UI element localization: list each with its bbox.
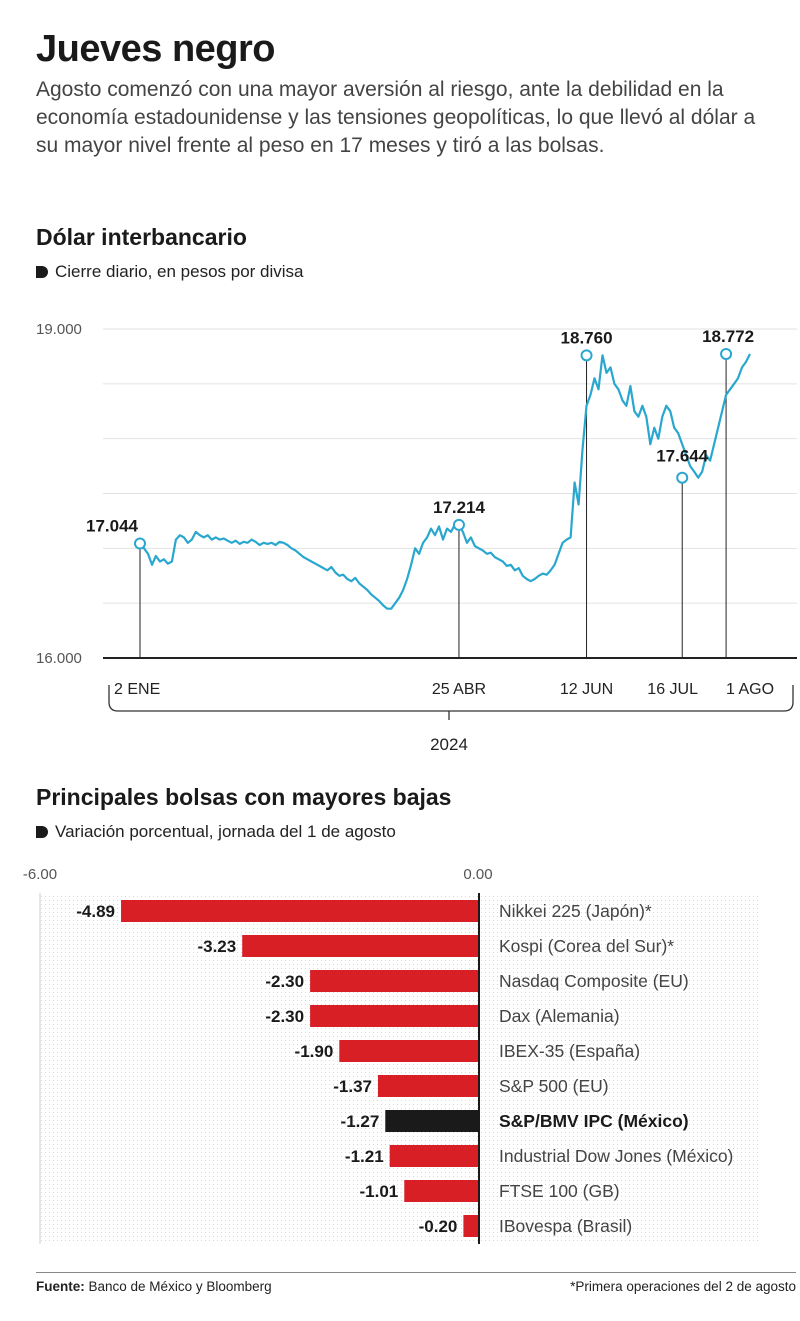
bar: [310, 1005, 478, 1027]
page-title: Jueves negro: [36, 28, 276, 70]
chart2-title: Principales bolsas con mayores bajas: [36, 784, 452, 810]
bar-category-label: IBovespa (Brasil): [499, 1216, 632, 1236]
bar: [389, 1145, 478, 1167]
bar-category-label: Industrial Dow Jones (México): [499, 1146, 733, 1166]
bar: [242, 935, 478, 957]
x-tick-label: 2 ENE: [114, 681, 160, 698]
bar: [385, 1110, 478, 1132]
footer-note: *Primera operaciones del 2 de agosto: [570, 1279, 796, 1294]
bar: [463, 1215, 478, 1237]
bar-value-label: -1.27: [341, 1112, 380, 1131]
bar-value-label: -1.01: [360, 1182, 399, 1201]
data-label: 17.644: [656, 447, 709, 466]
chart2-subtitle-text: Variación porcentual, jornada del 1 de a…: [55, 822, 396, 841]
dollar-line-chart: 16.000 19.000 17.044 17.214 18.760 17.644 18.7…: [36, 321, 797, 754]
bar-value-label: -4.89: [76, 902, 115, 921]
bullet-icon: [36, 266, 48, 278]
footer-source: Fuente: Banco de México y Bloomberg: [36, 1279, 272, 1294]
footer-source-text: Banco de México y Bloomberg: [88, 1279, 272, 1294]
data-point-marker: [580, 349, 593, 362]
bar: [377, 1075, 478, 1097]
x-tick-label: 12 JUN: [560, 681, 613, 698]
bar: [121, 900, 478, 922]
bullet-icon: [36, 826, 48, 838]
data-point-marker: [676, 471, 689, 484]
bar-value-label: -3.23: [197, 937, 236, 956]
data-label: 17.044: [86, 517, 139, 536]
bar-category-label: Nasdaq Composite (EU): [499, 971, 689, 991]
data-label: 18.760: [561, 328, 613, 347]
series-line: [139, 353, 751, 610]
data-point-marker: [134, 537, 146, 550]
data-label: 17.214: [433, 498, 486, 517]
bar-category-label: Nikkei 225 (Japón)*: [499, 901, 652, 921]
footer-source-label: Fuente:: [36, 1279, 85, 1294]
x-tick-label: -6.00: [23, 866, 57, 883]
bar-category-label: S&P/BMV IPC (México): [499, 1111, 689, 1131]
y-tick-label: 19.000: [36, 321, 82, 338]
bar-value-label: -2.30: [265, 1007, 304, 1026]
bar-category-label: Dax (Alemania): [499, 1006, 620, 1026]
x-tick-label: 0.00: [463, 866, 492, 883]
y-tick-label: 16.000: [36, 650, 82, 667]
bar-category-label: Kospi (Corea del Sur)*: [499, 936, 674, 956]
footer: Fuente: Banco de México y Bloomberg *Pri…: [36, 1272, 796, 1294]
x-tick-label: 1 AGO: [726, 681, 774, 698]
chart1-subtitle: Cierre diario, en pesos por divisa: [36, 262, 304, 282]
x-axis-bracket: [108, 685, 794, 712]
data-label: 18.772: [702, 327, 754, 346]
bar-category-label: FTSE 100 (GB): [499, 1181, 620, 1201]
bar-value-label: -1.21: [345, 1147, 384, 1166]
bar-category-label: IBEX-35 (España): [499, 1041, 640, 1061]
x-tick-label: 25 ABR: [432, 681, 486, 698]
bar-value-label: -2.30: [265, 972, 304, 991]
page-subtitle: Agosto comenzó con una mayor aversión al…: [36, 78, 756, 157]
stock-markets-bar-chart: -6.00 0.00 -4.89 Nikkei 225 (Japón)* -3.23 Ko…: [23, 866, 760, 1244]
bar-category-label: S&P 500 (EU): [499, 1076, 609, 1096]
chart1-subtitle-text: Cierre diario, en pesos por divisa: [55, 262, 304, 281]
data-point-marker: [720, 348, 733, 361]
bar: [310, 970, 478, 992]
bar-value-label: -0.20: [419, 1217, 458, 1236]
bar-value-label: -1.37: [333, 1077, 372, 1096]
chart1-title: Dólar interbancario: [36, 224, 247, 250]
chart2-subtitle: Variación porcentual, jornada del 1 de a…: [36, 822, 396, 842]
x-axis-year-label: 2024: [430, 735, 468, 754]
bar: [339, 1040, 478, 1062]
bar-value-label: -1.90: [295, 1042, 334, 1061]
x-tick-label: 16 JUL: [647, 681, 698, 698]
bar: [404, 1180, 478, 1202]
data-point-marker: [452, 518, 465, 531]
